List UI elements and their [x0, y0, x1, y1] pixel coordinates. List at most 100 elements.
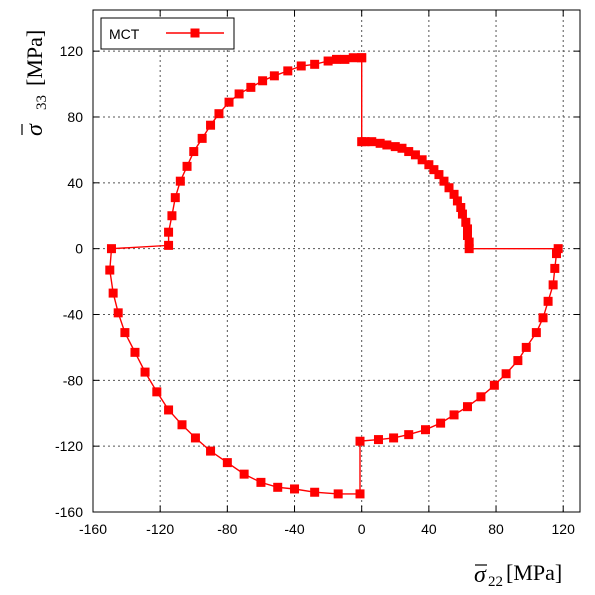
data-point	[290, 484, 300, 494]
data-point	[434, 170, 444, 180]
y-axis-subscript: 33	[34, 95, 50, 110]
data-point	[464, 237, 474, 247]
x-axis-symbol: σ	[474, 562, 487, 588]
legend: MCT	[100, 17, 235, 50]
x-tick-label: 0	[358, 521, 366, 537]
data-point	[206, 120, 216, 130]
y-tick-label: 40	[67, 175, 83, 191]
data-point	[439, 176, 449, 186]
data-point	[357, 53, 367, 63]
data-point	[273, 482, 283, 492]
data-point	[164, 227, 174, 237]
legend-marker	[190, 28, 200, 38]
data-point	[538, 313, 548, 323]
data-point	[449, 410, 459, 420]
data-point	[167, 211, 177, 221]
plot-frame	[92, 9, 581, 513]
data-point	[310, 487, 320, 497]
data-point	[462, 230, 472, 240]
data-point	[551, 249, 561, 259]
data-point	[234, 89, 244, 99]
y-tick-label: -120	[55, 438, 83, 454]
data-point	[513, 356, 523, 366]
data-point	[332, 54, 341, 64]
data-point	[553, 244, 563, 254]
x-axis-unit: [MPa]	[506, 560, 562, 585]
y-tick-label: 80	[67, 109, 83, 125]
data-point	[462, 402, 472, 412]
y-axis-symbol: σ	[22, 123, 48, 136]
data-point	[164, 405, 174, 415]
data-point	[258, 76, 268, 86]
y-tick-label: -40	[63, 306, 83, 322]
data-point	[239, 469, 249, 479]
data-point	[333, 489, 343, 499]
data-point	[256, 477, 266, 487]
data-point	[170, 193, 180, 203]
data-point	[452, 196, 462, 206]
data-point	[444, 183, 454, 193]
data-point	[106, 244, 116, 254]
data-point	[357, 137, 367, 147]
data-point	[130, 347, 140, 357]
data-point	[390, 142, 400, 152]
data-point	[429, 165, 439, 175]
grid-lines	[92, 10, 580, 513]
x-tick-label: 40	[421, 521, 437, 537]
data-point	[140, 367, 150, 377]
x-tick-label: 120	[552, 521, 576, 537]
data-point	[389, 433, 399, 443]
data-point	[108, 288, 118, 298]
data-point	[476, 392, 486, 402]
data-point	[214, 109, 224, 119]
data-point	[531, 328, 541, 338]
data-point	[421, 425, 431, 435]
data-point	[417, 155, 427, 165]
data-point	[548, 280, 558, 290]
data-point	[543, 296, 553, 306]
data-point	[190, 433, 200, 443]
data-point	[367, 137, 377, 147]
data-point	[348, 53, 358, 63]
data-point	[375, 138, 385, 148]
data-point	[323, 56, 333, 66]
data-point	[461, 217, 471, 227]
data-point	[120, 328, 130, 338]
legend-label: MCT	[109, 26, 140, 42]
data-point	[501, 369, 511, 379]
data-point	[550, 263, 560, 273]
data-point	[373, 435, 383, 445]
y-tick-label: 120	[60, 43, 84, 59]
data-point	[113, 308, 123, 318]
data-point	[175, 176, 185, 186]
data-point	[464, 244, 474, 254]
data-point	[449, 189, 459, 199]
data-layer	[105, 53, 563, 499]
data-point	[382, 140, 392, 150]
data-point	[224, 97, 234, 107]
data-point	[164, 240, 174, 250]
data-point	[436, 418, 446, 428]
y-tick-label: -160	[55, 504, 83, 520]
series-line	[109, 57, 560, 495]
x-tick-label: -40	[284, 521, 304, 537]
data-point	[404, 147, 414, 157]
data-point	[206, 446, 216, 456]
data-point	[462, 224, 472, 234]
x-axis-subscript: 22	[488, 574, 503, 590]
data-point	[340, 54, 350, 64]
data-point	[182, 161, 192, 171]
y-axis-unit: [MPa]	[22, 30, 47, 86]
x-tick-label: -120	[146, 521, 174, 537]
x-tick-label: 80	[488, 521, 504, 537]
data-point	[222, 458, 232, 468]
data-point	[404, 430, 414, 440]
data-point	[521, 342, 531, 352]
y-axis-label: σ 33 [MPa]	[21, 30, 50, 136]
data-point	[197, 133, 207, 143]
data-point	[410, 150, 420, 160]
axis-ticks: -160 -120 -80 -40 0 40 80 120 -160 -120 -80 -40 0 40 8…	[55, 10, 580, 537]
data-point	[310, 59, 320, 69]
x-axis-label: σ 22 [MPa]	[474, 560, 562, 590]
